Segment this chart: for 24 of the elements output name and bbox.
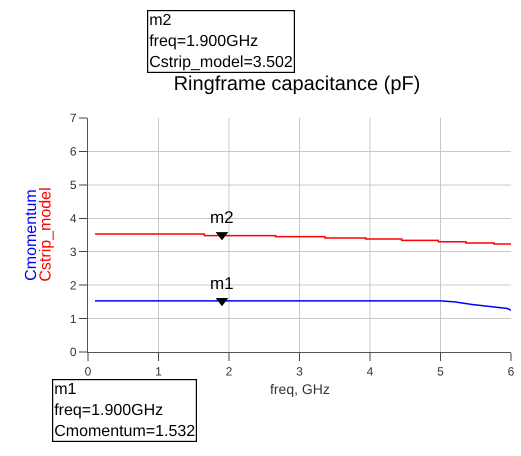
x-tick-label: 4 — [366, 364, 374, 378]
x-tick-label: 6 — [508, 364, 515, 378]
text: Cmomentum — [22, 189, 40, 281]
x-tick-label: 1 — [155, 364, 162, 378]
x-tick-label: 5 — [437, 364, 444, 378]
x-tick-label: 2 — [226, 364, 233, 378]
y-tick-label: 4 — [70, 211, 77, 226]
annotation: m1 — [210, 274, 234, 293]
y-tick-label: 1 — [70, 312, 77, 326]
y-tick-label: 6 — [70, 144, 77, 159]
y-tick-label: 3 — [70, 244, 77, 259]
x-tick-label: 0 — [84, 364, 92, 378]
text: Cstrip_model — [38, 187, 55, 282]
x-axis-title: freq, GHz — [270, 381, 330, 397]
x-tick-label: 3 — [296, 364, 304, 378]
y-tick-label: 2 — [70, 278, 77, 292]
text: m1 freq=1.900GHz Cmomentum=1.532 — [54, 381, 196, 440]
y-tick-label: 5 — [70, 178, 77, 192]
y-tick-label: 7 — [70, 111, 77, 126]
y-tick-label: 0 — [70, 345, 77, 360]
chart-title: Ringframe capacitance (pF) — [174, 73, 420, 95]
line-series — [94, 300, 511, 311]
text: m2 freq=1.900GHz Cstrip_model=3.502 — [149, 12, 293, 71]
annotation: m2 — [210, 208, 234, 227]
